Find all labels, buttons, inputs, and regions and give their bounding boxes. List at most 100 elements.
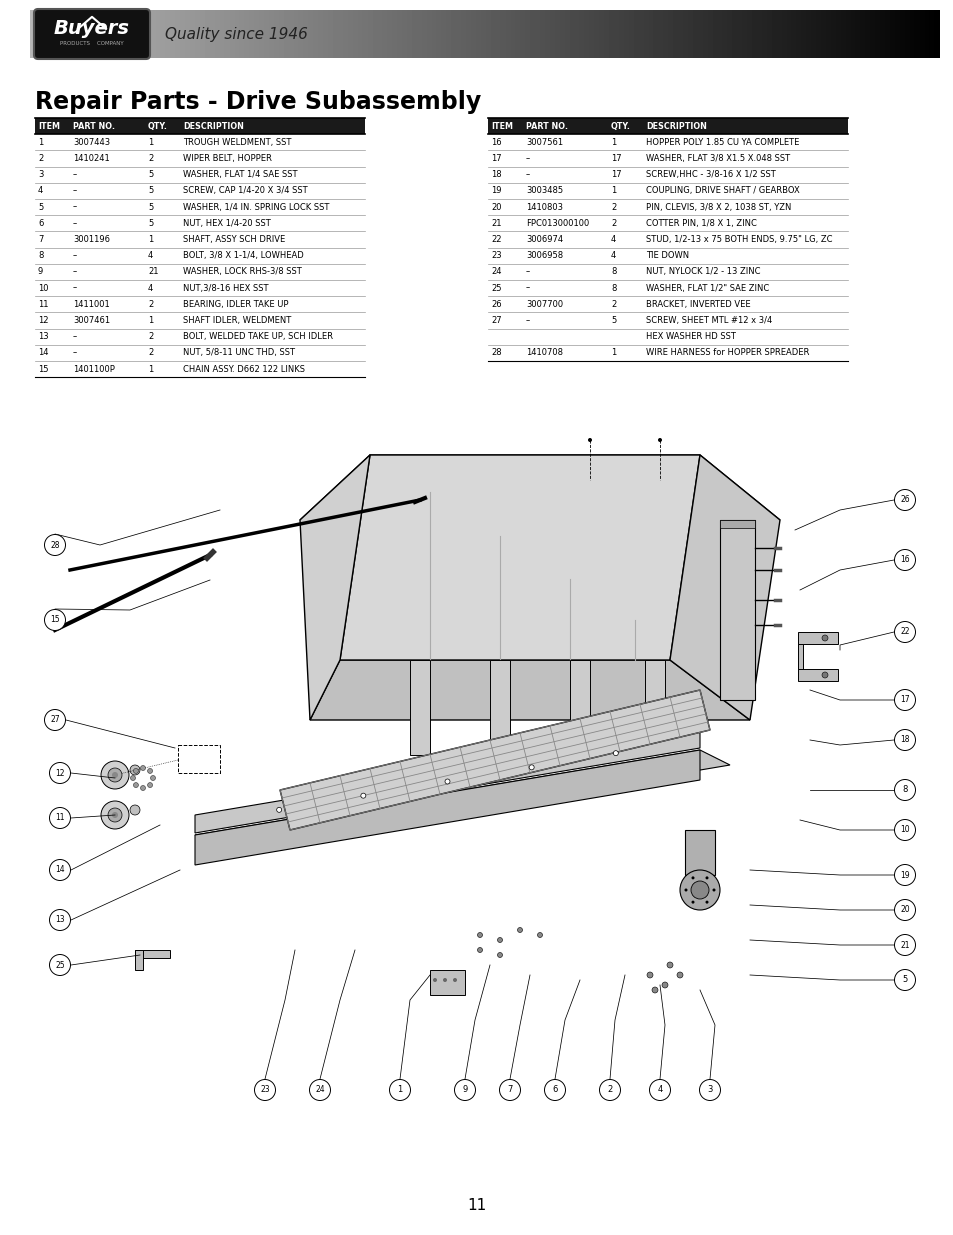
Bar: [797, 643, 802, 669]
Text: 3007700: 3007700: [525, 300, 562, 309]
Text: 3: 3: [38, 170, 43, 179]
Text: 17: 17: [491, 154, 501, 163]
Text: BOLT, 3/8 X 1-1/4, LOWHEAD: BOLT, 3/8 X 1-1/4, LOWHEAD: [183, 251, 303, 261]
Text: 5: 5: [38, 203, 43, 211]
Circle shape: [712, 888, 715, 892]
Text: 1: 1: [610, 138, 616, 147]
Text: 8: 8: [610, 284, 616, 293]
Bar: [135, 950, 143, 969]
Text: 22: 22: [491, 235, 501, 245]
Text: –: –: [73, 348, 77, 357]
Circle shape: [148, 768, 152, 773]
Text: 8: 8: [902, 785, 906, 794]
Text: NUT, HEX 1/4-20 SST: NUT, HEX 1/4-20 SST: [183, 219, 271, 227]
Circle shape: [101, 761, 129, 789]
Circle shape: [444, 779, 450, 784]
Text: –: –: [73, 186, 77, 195]
Circle shape: [131, 776, 135, 781]
Circle shape: [587, 438, 592, 442]
Text: 2: 2: [148, 154, 153, 163]
Circle shape: [133, 783, 138, 788]
Text: 3006974: 3006974: [525, 235, 562, 245]
Text: –: –: [73, 251, 77, 261]
Text: 17: 17: [610, 154, 621, 163]
Text: 21: 21: [148, 268, 158, 277]
Text: 26: 26: [900, 495, 909, 505]
Text: 15: 15: [38, 364, 49, 374]
Polygon shape: [194, 730, 700, 832]
Text: SCREW, SHEET MTL #12 x 3/4: SCREW, SHEET MTL #12 x 3/4: [645, 316, 771, 325]
Text: 1: 1: [148, 138, 153, 147]
Text: –: –: [73, 219, 77, 227]
Text: 2: 2: [610, 203, 616, 211]
Text: QTY.: QTY.: [148, 121, 168, 131]
Circle shape: [108, 768, 122, 782]
Circle shape: [389, 1079, 410, 1100]
Circle shape: [894, 689, 915, 710]
Text: 3007443: 3007443: [73, 138, 110, 147]
Circle shape: [894, 969, 915, 990]
Text: 28: 28: [51, 541, 60, 550]
Text: 10: 10: [38, 284, 49, 293]
Circle shape: [151, 776, 155, 781]
Circle shape: [699, 1079, 720, 1100]
Text: 1: 1: [38, 138, 43, 147]
Text: COUPLING, DRIVE SHAFT / GEARBOX: COUPLING, DRIVE SHAFT / GEARBOX: [645, 186, 799, 195]
Text: CHAIN ASSY. D662 122 LINKS: CHAIN ASSY. D662 122 LINKS: [183, 364, 305, 374]
Circle shape: [649, 1079, 670, 1100]
Text: HOPPER POLY 1.85 CU YA COMPLETE: HOPPER POLY 1.85 CU YA COMPLETE: [645, 138, 799, 147]
Text: –: –: [73, 170, 77, 179]
Text: 13: 13: [55, 915, 65, 925]
Text: WASHER, 1/4 IN. SPRING LOCK SST: WASHER, 1/4 IN. SPRING LOCK SST: [183, 203, 329, 211]
Text: 15: 15: [51, 615, 60, 625]
Text: 5: 5: [148, 219, 153, 227]
Text: 26: 26: [491, 300, 501, 309]
Bar: [135, 950, 170, 958]
Text: 1: 1: [397, 1086, 402, 1094]
Text: 3001196: 3001196: [73, 235, 110, 245]
Text: 4: 4: [657, 1086, 662, 1094]
Circle shape: [821, 672, 827, 678]
Text: 6: 6: [38, 219, 43, 227]
Text: FPC013000100: FPC013000100: [525, 219, 589, 227]
Circle shape: [148, 783, 152, 788]
Circle shape: [894, 935, 915, 956]
Text: 23: 23: [491, 251, 501, 261]
Text: HEX WASHER HD SST: HEX WASHER HD SST: [645, 332, 735, 341]
Text: 16: 16: [900, 556, 909, 564]
Text: 4: 4: [610, 251, 616, 261]
Circle shape: [705, 900, 708, 904]
Text: 3: 3: [706, 1086, 712, 1094]
Text: NUT, NYLOCK 1/2 - 13 ZINC: NUT, NYLOCK 1/2 - 13 ZINC: [645, 268, 760, 277]
Text: –: –: [73, 332, 77, 341]
Text: 18: 18: [491, 170, 501, 179]
Circle shape: [130, 764, 140, 776]
Text: 2: 2: [148, 348, 153, 357]
Text: 13: 13: [38, 332, 49, 341]
Text: 3007561: 3007561: [525, 138, 562, 147]
Polygon shape: [339, 454, 700, 659]
Bar: [488, 119, 847, 135]
Text: 7: 7: [38, 235, 43, 245]
Text: 5: 5: [148, 203, 153, 211]
Circle shape: [45, 610, 66, 631]
Circle shape: [894, 864, 915, 885]
Text: –: –: [73, 203, 77, 211]
Circle shape: [598, 1079, 619, 1100]
Text: 1410708: 1410708: [525, 348, 562, 357]
Text: WASHER, LOCK RHS-3/8 SST: WASHER, LOCK RHS-3/8 SST: [183, 268, 301, 277]
Text: 25: 25: [55, 961, 65, 969]
Text: 14: 14: [55, 866, 65, 874]
Text: 17: 17: [610, 170, 621, 179]
Text: –: –: [525, 268, 530, 277]
Text: ITEM: ITEM: [38, 121, 60, 131]
Circle shape: [50, 955, 71, 976]
Circle shape: [894, 779, 915, 800]
Text: 9: 9: [462, 1086, 467, 1094]
Circle shape: [679, 869, 720, 910]
Text: 27: 27: [491, 316, 501, 325]
Text: 1: 1: [610, 186, 616, 195]
Circle shape: [537, 932, 542, 937]
Text: Quality since 1946: Quality since 1946: [165, 26, 308, 42]
Text: DESCRIPTION: DESCRIPTION: [183, 121, 244, 131]
